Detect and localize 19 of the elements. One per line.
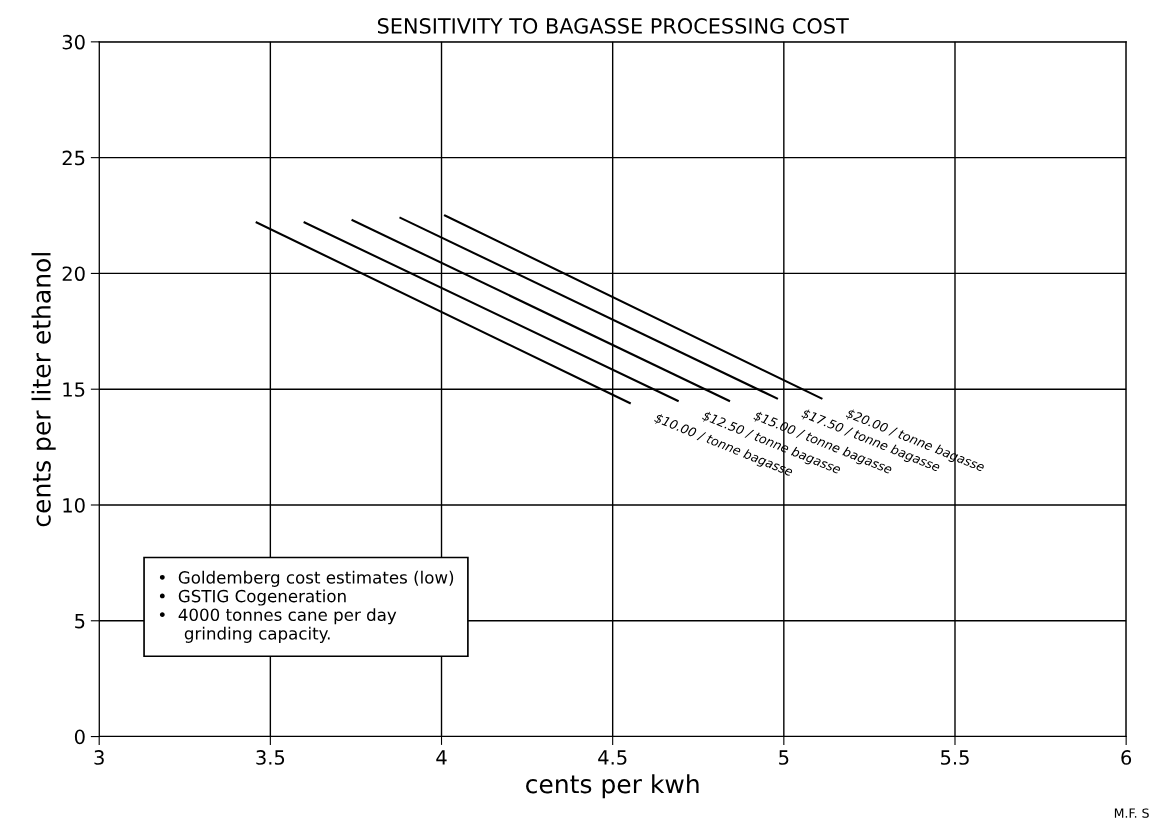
x-tick-label: 5 — [779, 750, 789, 765]
text: M.F. S — [1114, 808, 1149, 818]
x-tick-label: 4 — [436, 750, 447, 765]
x-tick-label: 4.5 — [598, 750, 627, 765]
x-axis-title: cents per kwh — [526, 774, 699, 799]
chart-title: SENSITIVITY TO BAGASSE PROCESSING COST — [377, 18, 849, 34]
y-axis-title: cents per liter ethanol — [31, 253, 56, 527]
y-tick-label: 5 — [75, 613, 85, 629]
annotation: • Goldemberg cost estimates (low) • GSTIG Cogeneration • 4000 tonnes cane per day grinding capacity. — [159, 570, 454, 643]
y-tick-label: 10 — [63, 497, 85, 513]
y-tick-label: 30 — [62, 34, 85, 50]
y-tick-label: 25 — [62, 150, 85, 166]
y-tick-label: 20 — [62, 266, 85, 282]
y-tick-label: 15 — [63, 382, 85, 397]
y-tick-label: 0 — [74, 729, 85, 745]
x-tick-label: 3.5 — [256, 750, 285, 765]
x-tick-label: 5.5 — [941, 750, 969, 765]
x-tick-label: 6 — [1121, 750, 1132, 765]
x-tick-label: 3 — [94, 750, 104, 765]
